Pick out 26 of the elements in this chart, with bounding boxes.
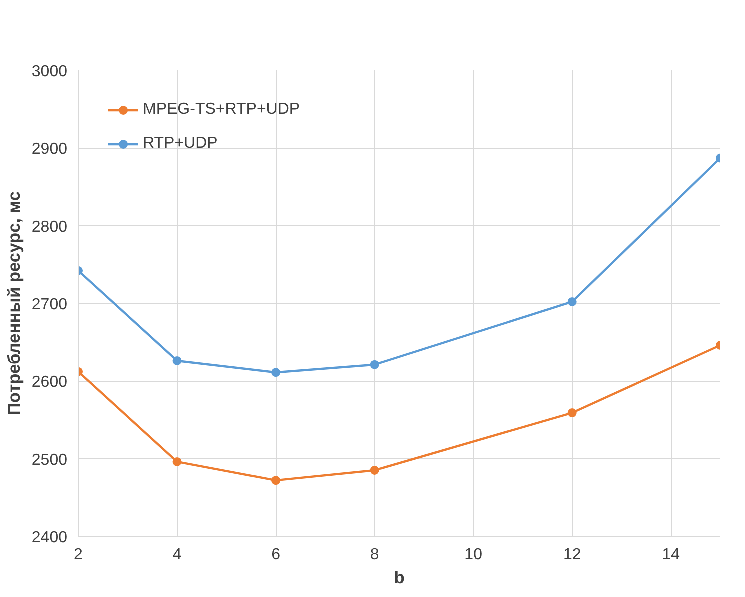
y-tick-label: 2800 xyxy=(32,218,68,236)
y-tick-label: 2900 xyxy=(32,141,68,158)
legend-label: MPEG-TS+RTP+UDP xyxy=(143,101,300,119)
y-tick-label: 3000 xyxy=(32,64,68,80)
point xyxy=(568,408,577,418)
y-tick-label: 2400 xyxy=(32,530,68,546)
legend-label: RTP+UDP xyxy=(143,135,218,153)
x-tick-label: 2 xyxy=(74,546,84,564)
y-tick-label: 2600 xyxy=(32,374,68,392)
x-tick-label: 14 xyxy=(662,546,680,564)
x-axis-title: b xyxy=(394,568,405,588)
x-tick-label: 8 xyxy=(370,546,380,564)
x-tick-label: 12 xyxy=(563,546,582,564)
point xyxy=(272,368,281,378)
point xyxy=(370,466,380,475)
y-tick-label: 2500 xyxy=(32,452,68,469)
point xyxy=(272,476,281,486)
y-tick-label: 2700 xyxy=(32,296,68,314)
point xyxy=(172,457,182,466)
point xyxy=(568,297,577,306)
y-axis-title: Потребленный ресурс, мс xyxy=(4,191,24,416)
x-tick-label: 10 xyxy=(464,546,483,564)
point xyxy=(172,356,182,366)
x-tick-label: 6 xyxy=(272,546,281,564)
point xyxy=(370,360,380,370)
x-tick-label: 4 xyxy=(172,546,182,564)
